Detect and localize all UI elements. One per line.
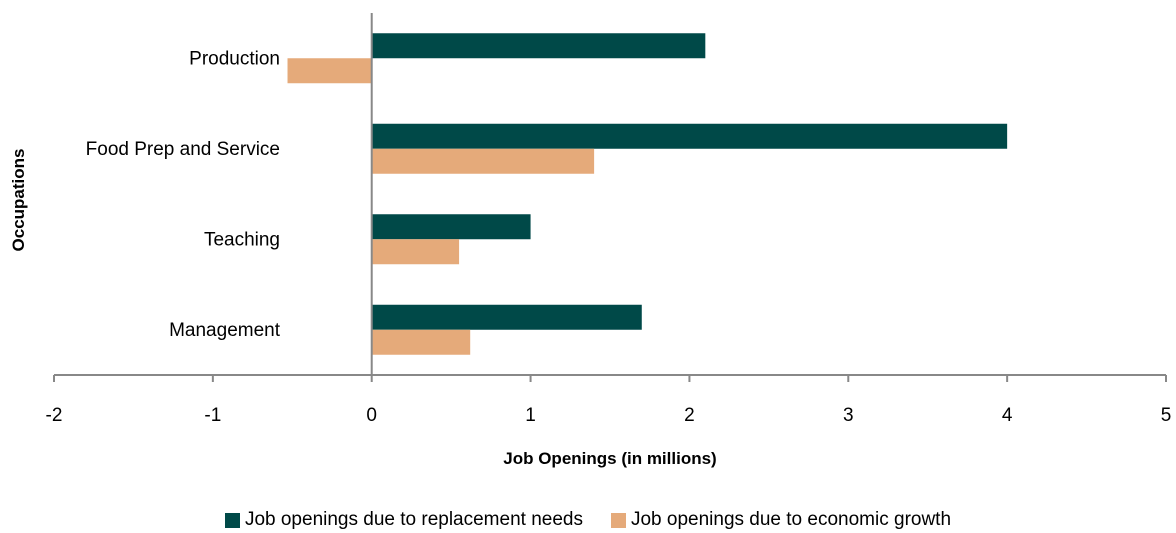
bar-production-growth — [287, 58, 372, 84]
legend-label-replacement: Job openings due to replacement needs — [244, 509, 583, 530]
x-axis-title: Job Openings (in millions) — [503, 449, 716, 468]
x-ticks-layer: -2 -1 0 1 2 3 4 5 — [46, 375, 1172, 426]
bar-management-growth — [371, 329, 471, 355]
legend-swatch-growth — [610, 512, 626, 528]
x-tick-label: 1 — [525, 405, 536, 426]
category-labels-layer: Production Food Prep and Service Teaching M… — [86, 48, 281, 341]
x-tick-label: -2 — [46, 405, 63, 426]
legend-label-growth: Job openings due to economic growth — [630, 509, 952, 530]
x-tick-label: 2 — [684, 405, 695, 426]
category-label: Food Prep and Service — [86, 139, 280, 160]
bar-teaching-replacement — [371, 214, 531, 240]
x-tick-label: 3 — [843, 405, 854, 426]
bar-food-prep-and-service-growth — [371, 148, 595, 174]
x-tick-label: -1 — [204, 405, 221, 426]
bar-management-replacement — [371, 304, 642, 330]
legend-item-growth: Job openings due to economic growth — [610, 509, 952, 531]
x-tick-label: 4 — [1002, 405, 1013, 426]
category-label: Production — [189, 48, 280, 69]
y-axis-title: Occupations — [9, 149, 28, 252]
bar-production-replacement — [371, 33, 706, 59]
category-label: Teaching — [204, 229, 280, 250]
legend: Job openings due to replacement needs Jo… — [0, 508, 1176, 532]
x-tick-label: 0 — [366, 405, 377, 426]
legend-item-replacement: Job openings due to replacement needs — [224, 509, 583, 531]
x-tick-label: 5 — [1161, 405, 1172, 426]
bar-teaching-growth — [371, 239, 460, 265]
bar-food-prep-and-service-replacement — [371, 123, 1008, 149]
chart-area: -2 -1 0 1 2 3 4 5 Production Food Prep and Servi… — [9, 13, 1172, 468]
legend-swatch-replacement — [224, 512, 240, 528]
category-label: Management — [169, 320, 281, 341]
bars-layer — [287, 33, 1008, 355]
